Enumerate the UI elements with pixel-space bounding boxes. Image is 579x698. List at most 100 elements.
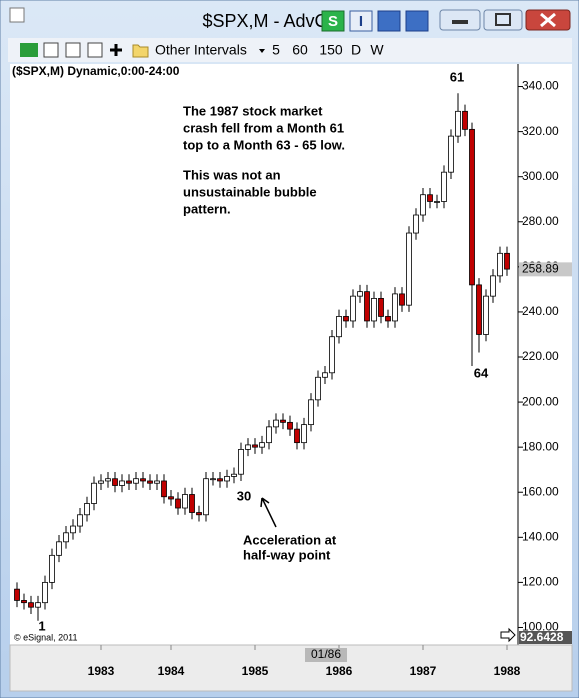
candle-body <box>350 295 356 322</box>
candle-body <box>98 480 104 484</box>
y-tick-label: 200.00 <box>522 394 559 408</box>
intervals-menu[interactable]: Other Intervals <box>155 42 247 58</box>
i-button-label: I <box>359 13 363 30</box>
candle-body <box>392 293 398 322</box>
candle-body <box>413 214 419 234</box>
candle-body <box>364 291 370 322</box>
app-icon <box>9 7 25 23</box>
dropdown-arrow <box>259 49 265 53</box>
candle-body <box>280 419 286 423</box>
maximize-button[interactable] <box>483 9 523 31</box>
candle-body <box>126 480 132 484</box>
s-button-label: S <box>328 13 338 30</box>
x-tick-label: 1983 <box>88 664 115 678</box>
candle-body <box>308 399 314 426</box>
candle-body <box>147 480 153 484</box>
candle-body <box>84 503 90 516</box>
toolbar-icon[interactable] <box>65 42 81 58</box>
folder-icon[interactable] <box>132 44 149 58</box>
toolbar-icon[interactable] <box>43 42 59 58</box>
y-tick-label: 340.00 <box>522 79 559 93</box>
candle-body <box>336 316 342 338</box>
x-tick-label: 1986 <box>326 664 353 678</box>
cursor-date: 01/86 <box>311 647 341 661</box>
candle-body <box>294 428 300 444</box>
annotation: unsustainable bubble <box>183 184 317 199</box>
candle-body <box>21 600 27 604</box>
x-tick-label: 1984 <box>158 664 185 678</box>
x-tick-label: 1987 <box>410 664 437 678</box>
annotation: This was not an <box>183 167 281 182</box>
candle-body <box>315 376 321 401</box>
candle-body <box>329 336 335 374</box>
candle-body <box>133 478 139 484</box>
candle-body <box>91 482 97 504</box>
y-tick-label: 160.00 <box>522 484 559 498</box>
candle-body <box>77 514 83 527</box>
toolbar-icon[interactable] <box>20 43 38 57</box>
i-button[interactable] <box>349 10 373 32</box>
annotation: half-way point <box>243 547 331 562</box>
minimize-icon <box>452 20 468 24</box>
candle-body <box>462 110 468 130</box>
candle-body <box>168 496 174 500</box>
y-tick-label: 140.00 <box>522 529 559 543</box>
interval-preset[interactable]: 5 <box>272 42 280 58</box>
s-button[interactable] <box>321 10 345 32</box>
annotation: 30 <box>237 488 251 503</box>
candle-body <box>259 442 265 448</box>
candle-body <box>140 478 146 482</box>
close-icon <box>540 12 556 28</box>
candle-body <box>63 532 69 543</box>
interval-preset[interactable]: W <box>370 42 384 58</box>
annotation: 1 <box>38 618 45 633</box>
candle-body <box>504 252 510 270</box>
y-tick-label: 240.00 <box>522 304 559 318</box>
last-value-box <box>519 262 572 277</box>
candle-body <box>105 478 111 482</box>
last-value-label: 258.89 <box>522 262 559 276</box>
candle-body <box>343 316 349 322</box>
cursor-date-box <box>305 648 347 662</box>
y-axis-area <box>518 64 572 645</box>
annotation: top to a Month 63 - 65 low. <box>183 137 345 152</box>
annotation-arrow <box>260 497 277 528</box>
link-button[interactable] <box>405 10 429 32</box>
add-icon[interactable] <box>110 44 122 56</box>
x-tick-label: 1988 <box>494 664 521 678</box>
candle-body <box>371 298 377 322</box>
candle-body <box>42 581 48 604</box>
copyright: © eSignal, 2011 <box>14 632 78 642</box>
toolbar-icon[interactable] <box>87 42 103 58</box>
candle-body <box>476 284 482 335</box>
candle-body <box>420 194 426 216</box>
window-title: $SPX,M - AdvCh <box>202 11 337 31</box>
candle-body <box>28 602 34 608</box>
annotation: pattern. <box>183 201 231 216</box>
candle-body <box>238 449 244 475</box>
interval-preset[interactable]: 150 <box>319 42 343 58</box>
candle-body <box>217 478 223 482</box>
candle-body <box>455 110 461 137</box>
candle-body <box>448 135 454 173</box>
y-tick-label: 180.00 <box>522 439 559 453</box>
interval-preset[interactable]: 60 <box>292 42 308 58</box>
candle-body <box>161 480 167 498</box>
candle-body <box>112 478 118 486</box>
window-button[interactable] <box>377 10 401 32</box>
candle-body <box>154 480 160 484</box>
cursor-icon <box>500 627 516 643</box>
candle-body <box>252 444 258 448</box>
x-tick-label: 1985 <box>242 664 269 678</box>
annotation: The 1987 stock market <box>183 103 323 118</box>
interval-preset[interactable]: D <box>351 42 361 58</box>
annotation: 64 <box>474 365 489 380</box>
candle-body <box>210 478 216 481</box>
candle-body <box>14 588 20 601</box>
candle-body <box>273 419 279 428</box>
y-tick-label: 300.00 <box>522 169 559 183</box>
candle-body <box>35 602 41 608</box>
candle-body <box>469 128 475 286</box>
annotation: Acceleration at <box>243 532 337 547</box>
